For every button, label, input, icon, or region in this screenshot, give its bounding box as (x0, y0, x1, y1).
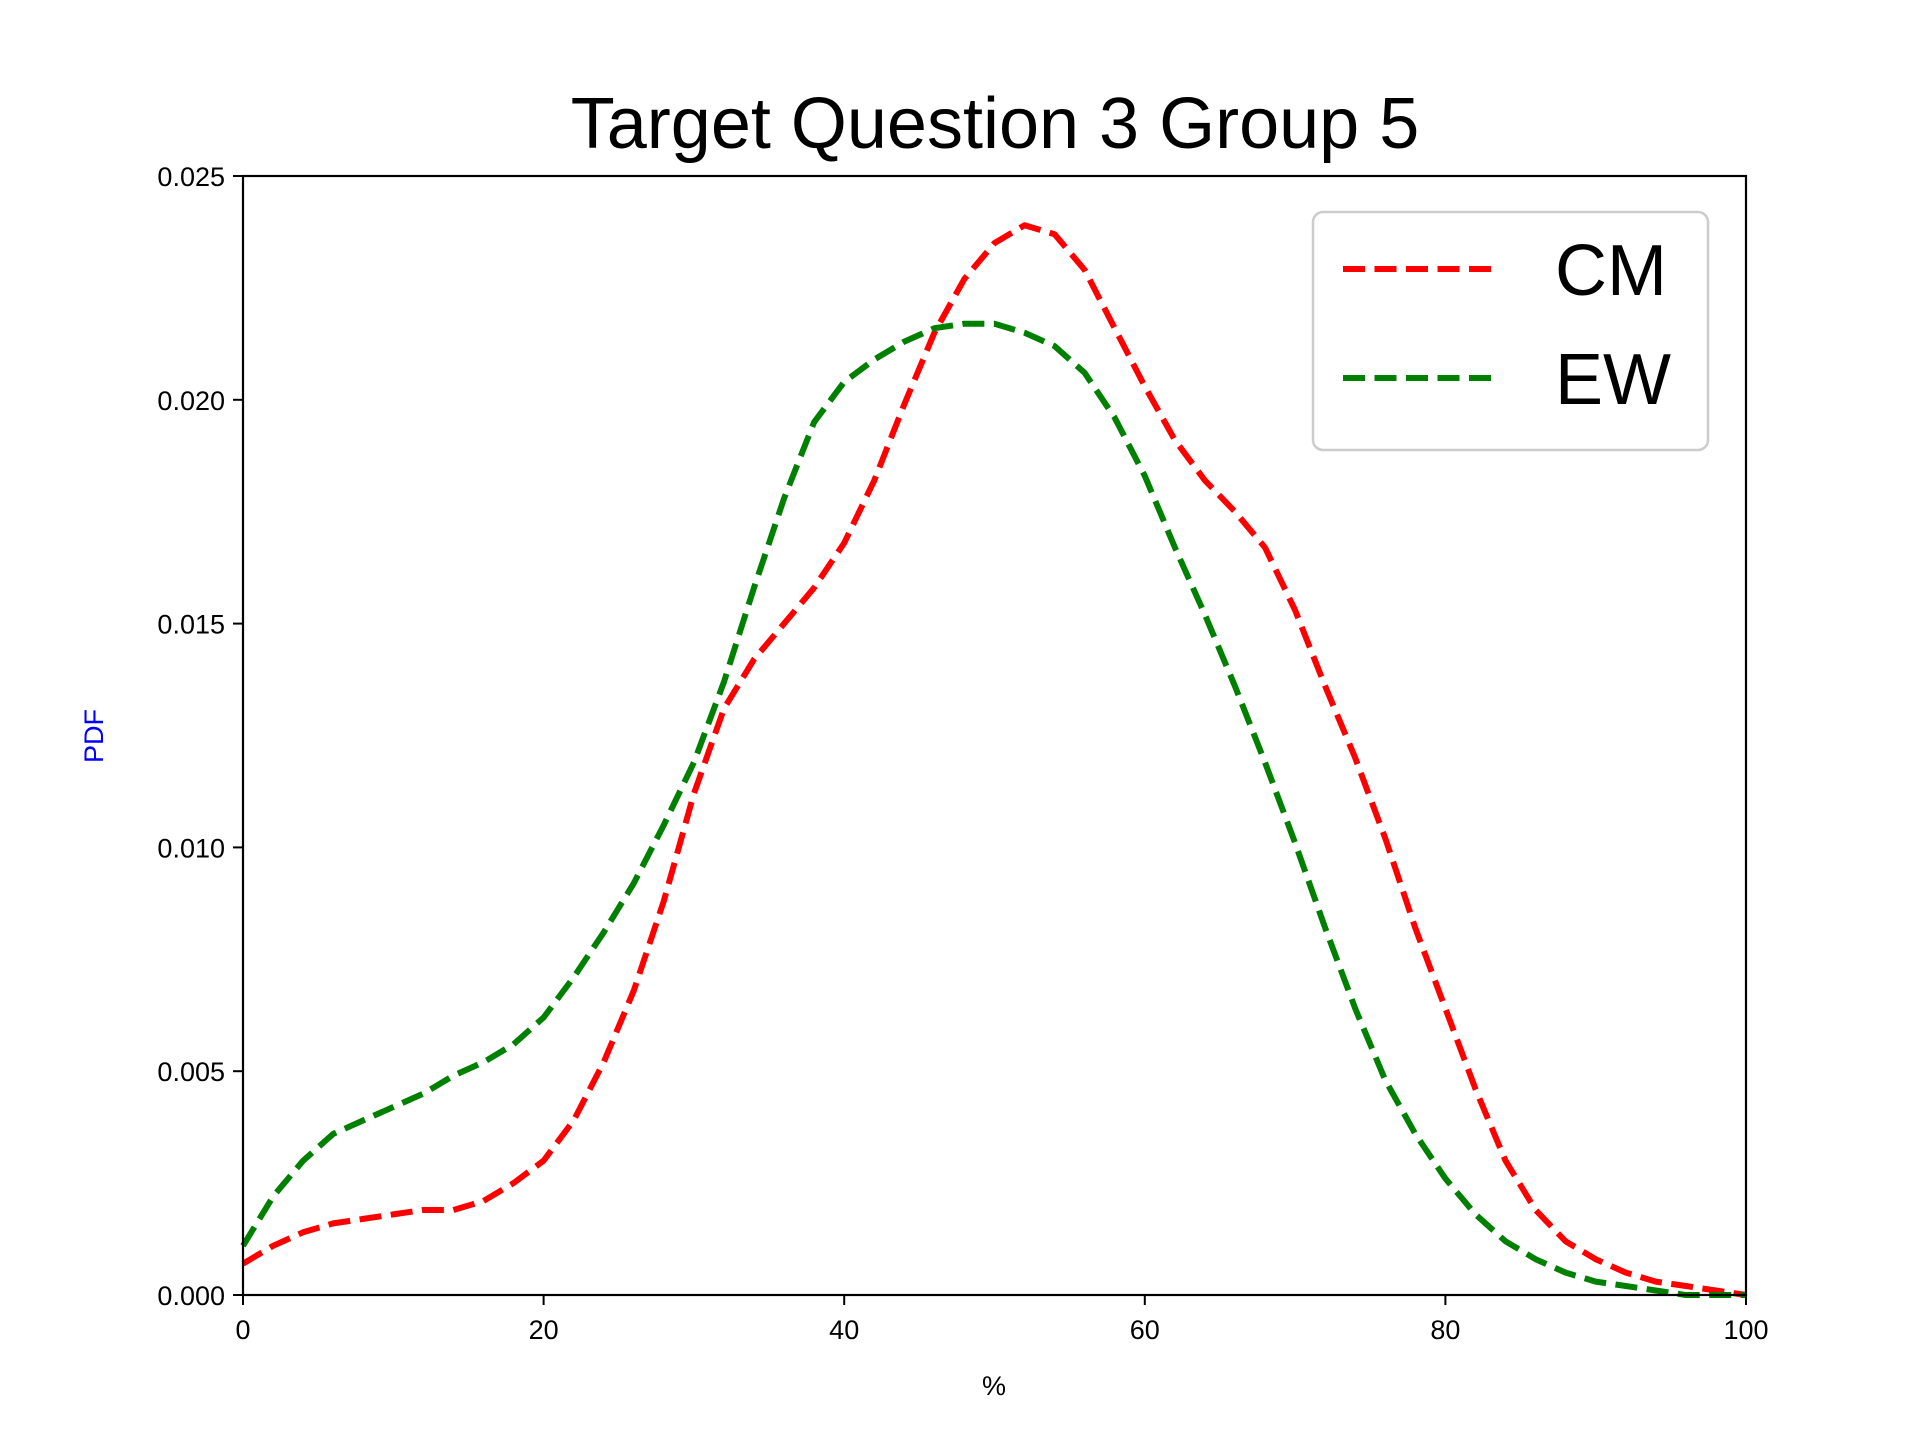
series-line-cm (241, 222, 1747, 1298)
x-tick-label: 100 (1723, 1315, 1768, 1345)
x-tick-label: 0 (235, 1315, 250, 1345)
x-axis-label: % (982, 1371, 1006, 1401)
y-tick-label: 0.025 (157, 162, 225, 192)
y-axis-label: PDF (79, 709, 109, 763)
legend-label-ew: EW (1555, 340, 1671, 420)
chart-title: Target Question 3 Group 5 (571, 84, 1420, 164)
y-tick-label: 0.000 (157, 1281, 225, 1311)
legend: CM EW (1311, 210, 1710, 452)
series-line-ew (240, 320, 1746, 1298)
legend-label-cm: CM (1555, 231, 1667, 311)
y-tick-label: 0.015 (157, 610, 225, 640)
y-axis: 0.000 0.005 0.010 0.015 0.020 0.025 (157, 162, 243, 1311)
y-tick-label: 0.005 (157, 1057, 225, 1087)
y-tick-label: 0.010 (157, 833, 225, 863)
series-layer (240, 222, 1747, 1298)
x-tick-label: 80 (1430, 1315, 1460, 1345)
x-tick-label: 60 (1130, 1315, 1160, 1345)
x-axis: 0 20 40 60 80 100 (235, 1295, 1769, 1345)
x-tick-label: 40 (829, 1315, 859, 1345)
x-tick-label: 20 (529, 1315, 559, 1345)
plot-frame (241, 174, 1748, 1297)
y-tick-label: 0.020 (157, 386, 225, 416)
